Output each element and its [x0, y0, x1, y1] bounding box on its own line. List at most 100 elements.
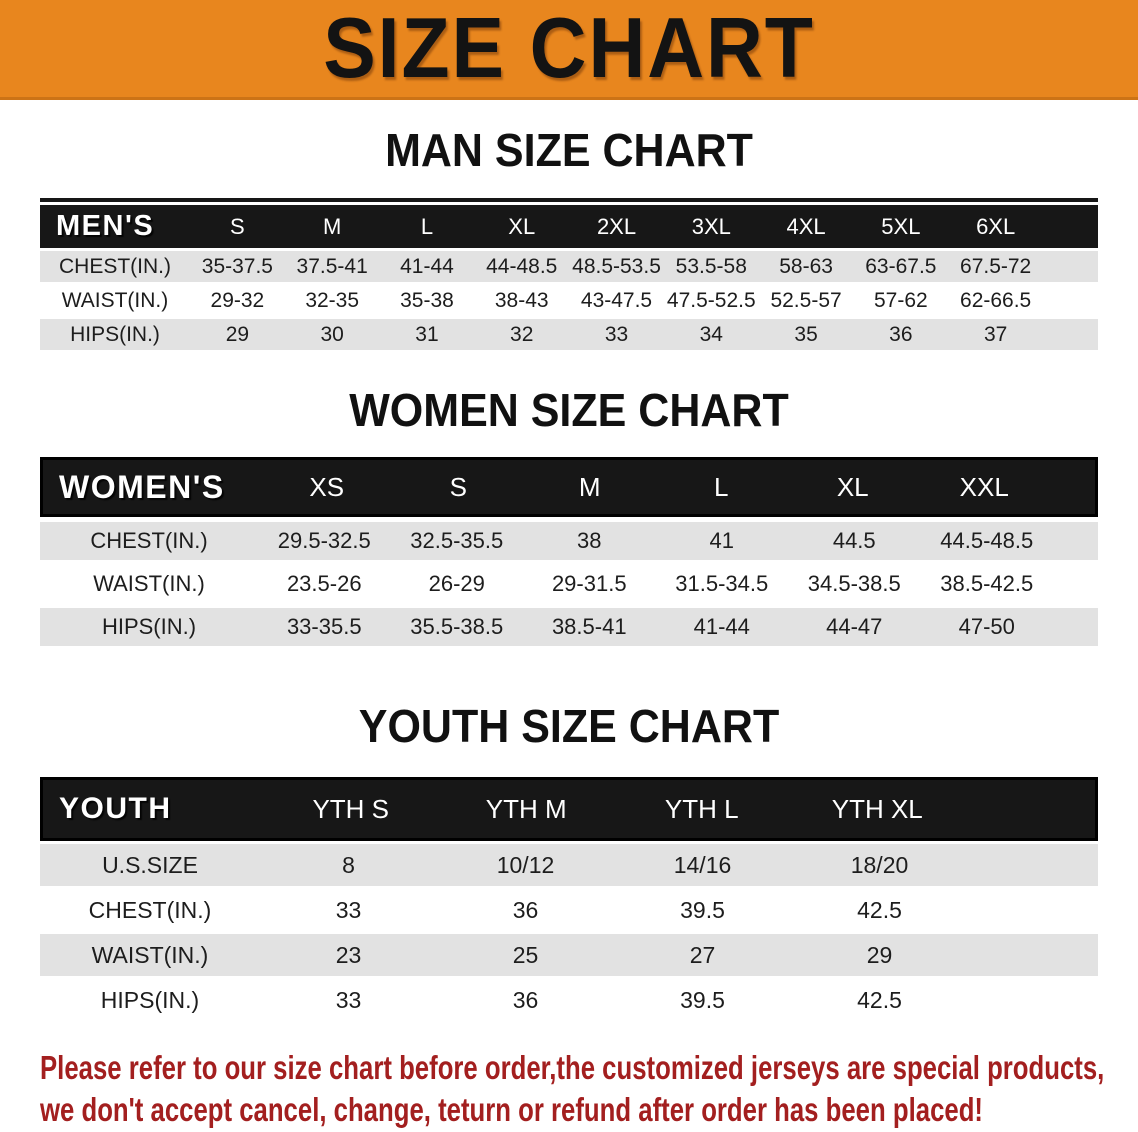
size-value-cell: 30 — [320, 322, 344, 346]
size-value-cell: 32.5-35.5 — [410, 528, 504, 553]
size-value-cell: 31 — [415, 322, 439, 346]
disclaimer-line-2-text: we don't accept cancel, change, teturn o… — [40, 1091, 983, 1128]
size-value-cell: 27 — [689, 941, 716, 968]
size-value-cell: 44-47 — [826, 614, 883, 639]
table-row: CHEST(IN.) 35-37.5 37.5-41 41-44 44-48.5 48.5… — [40, 251, 1098, 282]
women-size-table: WOMEN'S XS S M L XL XXL CHEST(IN.) 29.5-32.5 32.5… — [40, 457, 1098, 646]
size-value-cell: 25 — [512, 941, 539, 968]
table-header-row: MEN'S S M L XL 2XL 3XL 4XL 5XL 6XL — [40, 205, 1098, 248]
size-value-cell: 44.5 — [832, 528, 876, 553]
size-column-header: M — [578, 471, 601, 502]
size-value-cell: 42.5 — [857, 986, 902, 1013]
row-label: WAIST(IN.) — [93, 571, 205, 596]
size-value-cell: 38.5-42.5 — [940, 571, 1034, 596]
size-value-cell: 31.5-34.5 — [675, 571, 769, 596]
size-value-cell: 52.5-57 — [770, 288, 842, 312]
size-value-cell: 62-66.5 — [960, 288, 1032, 312]
table-header-label: YOUTH — [59, 792, 172, 825]
size-value-cell: 23.5-26 — [286, 571, 362, 596]
size-value-cell: 8 — [342, 851, 355, 878]
size-value-cell: 41 — [709, 528, 734, 553]
size-chart-content: MAN SIZE CHART MEN'S S M L XL 2XL 3XL 4XL 5XL 6XL… — [0, 125, 1138, 1021]
size-column-header: XS — [309, 471, 345, 502]
size-value-cell: 38-43 — [494, 288, 549, 312]
row-label: CHEST(IN.) — [59, 254, 171, 278]
size-value-cell: 14/16 — [673, 851, 732, 878]
banner: SIZE CHART — [0, 0, 1138, 100]
disclaimer: Please refer to our size chart before or… — [40, 1047, 1138, 1131]
table-row: HIPS(IN.) 33-35.5 35.5-38.5 38.5-41 41-44 44-… — [40, 608, 1098, 646]
size-value-cell: 42.5 — [857, 896, 902, 923]
size-column-header: 5XL — [881, 213, 921, 239]
size-value-cell: 35-38 — [400, 288, 454, 312]
size-value-cell: 38.5-41 — [551, 614, 627, 639]
size-value-cell: 35.5-38.5 — [410, 614, 504, 639]
size-value-cell: 32 — [510, 322, 534, 346]
size-value-cell: 23 — [335, 941, 362, 968]
size-column-header: M — [323, 213, 342, 239]
table-row: HIPS(IN.) 33 36 39.5 42.5 — [40, 979, 1098, 1021]
table-row: CHEST(IN.) 33 36 39.5 42.5 — [40, 889, 1098, 931]
youth-section: YOUTH SIZE CHART YOUTH YTH S YTH M YTH L YTH… — [0, 701, 1138, 1021]
size-value-cell: 29-32 — [210, 288, 265, 312]
size-value-cell: 29-31.5 — [551, 571, 627, 596]
table-header-row: YOUTH YTH S YTH M YTH L YTH XL — [40, 777, 1098, 841]
size-value-cell: 43-47.5 — [580, 288, 653, 312]
size-column-header: 4XL — [786, 213, 826, 239]
size-value-cell: 33-35.5 — [286, 614, 362, 639]
size-column-header: 3XL — [691, 213, 731, 239]
disclaimer-line-2: we don't accept cancel, change, teturn o… — [40, 1089, 1138, 1131]
size-value-cell: 33 — [335, 986, 362, 1013]
size-value-cell: 33 — [604, 322, 629, 346]
size-column-header: XL — [508, 213, 536, 239]
size-column-header: YTH XL — [831, 793, 923, 824]
size-value-cell: 37 — [983, 322, 1008, 346]
row-label: U.S.SIZE — [102, 851, 198, 878]
size-value-cell: 53.5-58 — [675, 254, 747, 278]
disclaimer-line-1-text: Please refer to our size chart before or… — [40, 1049, 1105, 1086]
table-row: HIPS(IN.) 29 30 31 32 33 34 35 36 37 — [40, 319, 1098, 350]
size-column-header: YTH M — [485, 793, 567, 824]
size-value-cell: 35-37.5 — [201, 254, 273, 278]
women-section-heading: WOMEN SIZE CHART — [349, 385, 789, 437]
table-row: U.S.SIZE 8 10/12 14/16 18/20 — [40, 844, 1098, 886]
size-value-cell: 35 — [794, 322, 818, 346]
size-value-cell: 44.5-48.5 — [940, 528, 1034, 553]
size-column-header: YTH L — [664, 793, 739, 824]
size-value-cell: 57-62 — [874, 288, 928, 312]
size-value-cell: 48.5-53.5 — [572, 254, 661, 278]
size-value-cell: 38 — [577, 528, 602, 553]
size-column-header: XL — [836, 471, 869, 502]
size-column-header: L — [420, 213, 434, 239]
size-value-cell: 18/20 — [850, 851, 909, 878]
table-row: WAIST(IN.) 29-32 32-35 35-38 38-43 43-47.5 47.… — [40, 285, 1098, 316]
size-value-cell: 32-35 — [305, 288, 360, 312]
size-value-cell: 36 — [889, 322, 913, 346]
size-value-cell: 29 — [225, 322, 250, 346]
size-column-header: YTH S — [312, 793, 390, 824]
size-value-cell: 36 — [512, 896, 539, 923]
size-column-header: L — [714, 471, 729, 502]
size-value-cell: 44-48.5 — [486, 254, 558, 278]
size-value-cell: 29 — [866, 941, 893, 968]
table-header-label: MEN'S — [56, 210, 155, 242]
size-value-cell: 37.5-41 — [296, 254, 368, 278]
size-value-cell: 39.5 — [680, 896, 725, 923]
size-value-cell: 41-44 — [400, 254, 454, 278]
row-label: CHEST(IN.) — [88, 896, 212, 923]
page-title: SIZE CHART — [323, 0, 815, 96]
size-column-header: 6XL — [976, 213, 1016, 239]
row-label: WAIST(IN.) — [91, 941, 209, 968]
size-value-cell: 10/12 — [496, 851, 555, 878]
size-column-header: XXL — [959, 471, 1009, 502]
size-value-cell: 47-50 — [958, 614, 1015, 639]
size-value-cell: 41-44 — [693, 614, 750, 639]
men-section-heading: MAN SIZE CHART — [385, 125, 753, 177]
size-column-header: S — [230, 213, 245, 239]
size-value-cell: 34 — [699, 322, 723, 346]
size-value-cell: 33 — [335, 896, 362, 923]
size-value-cell: 36 — [512, 986, 539, 1013]
size-value-cell: 67.5-72 — [960, 254, 1032, 278]
size-column-header: S — [449, 471, 467, 502]
row-label: WAIST(IN.) — [61, 288, 169, 312]
